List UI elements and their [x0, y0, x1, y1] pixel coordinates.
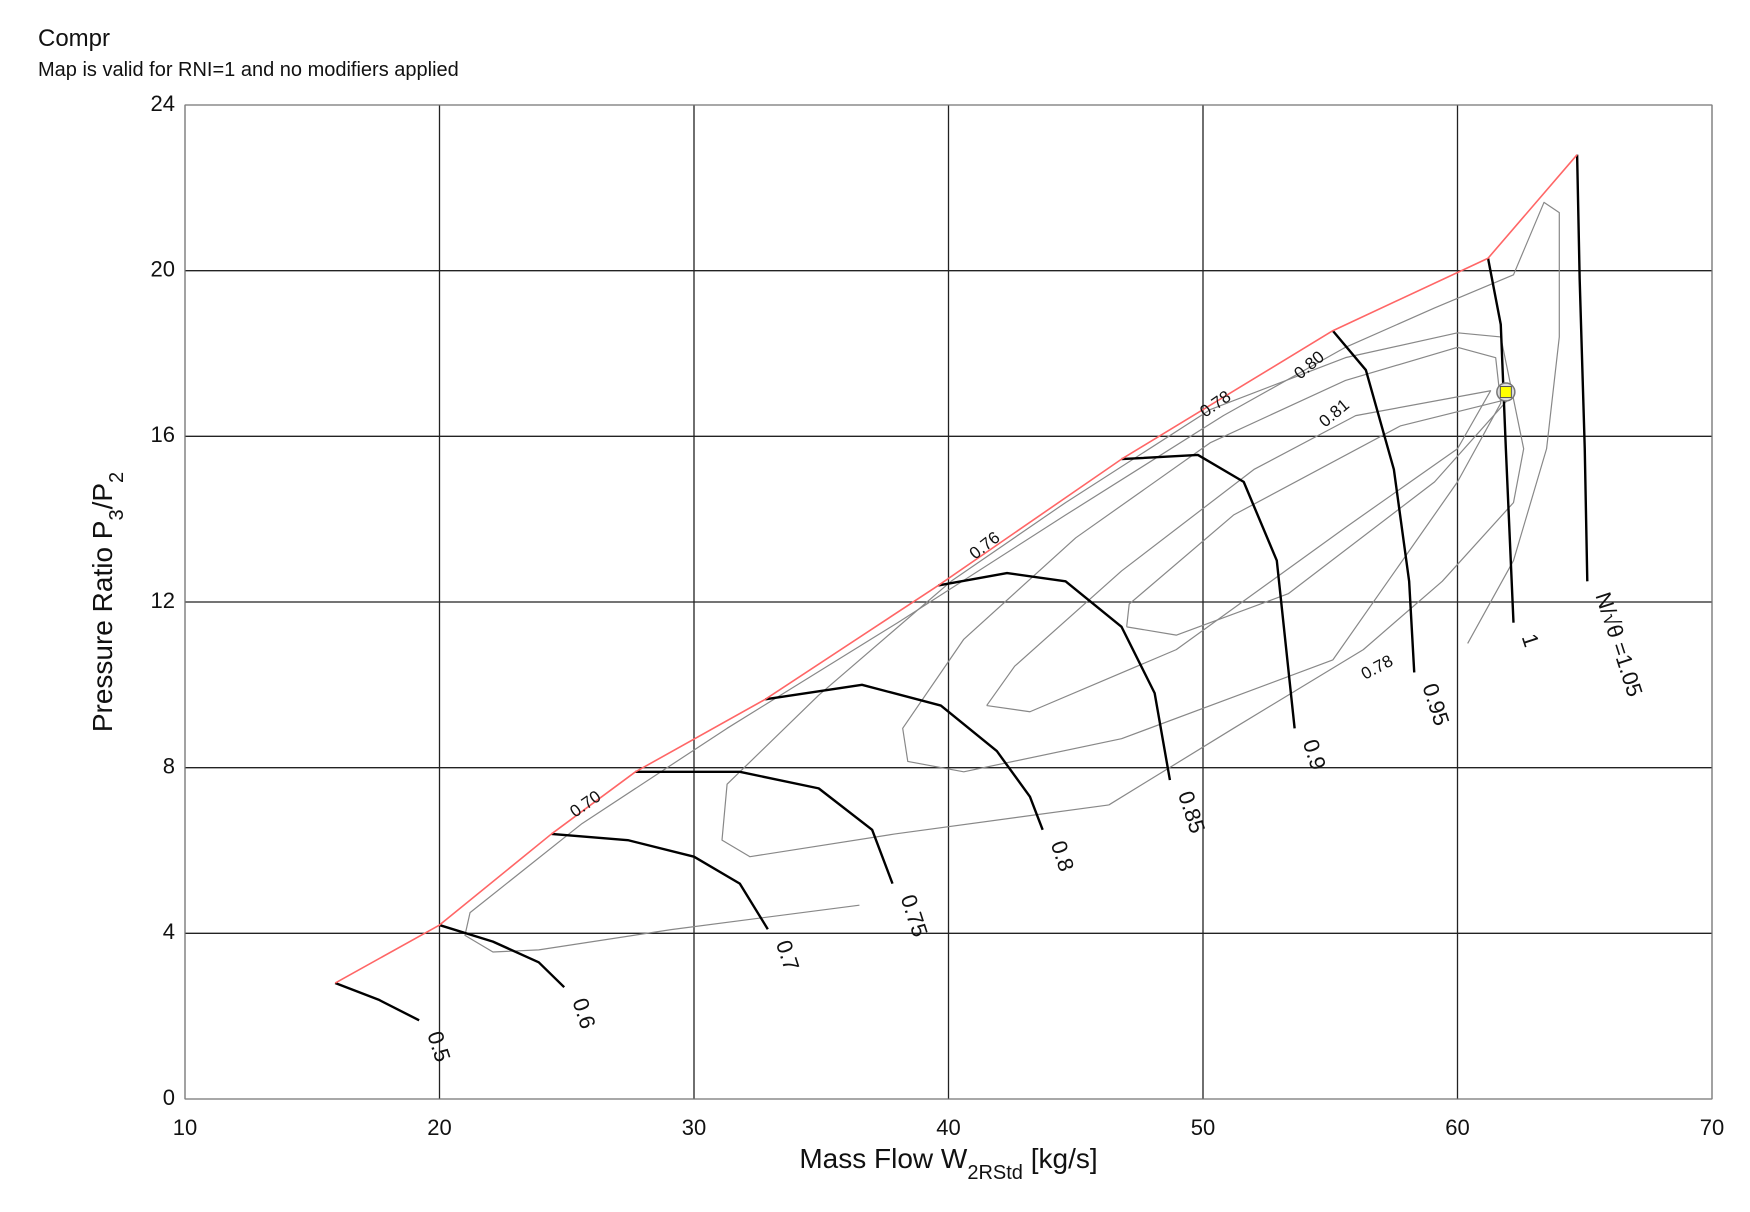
speed-line-label: N/√θ =1.05 [1591, 589, 1648, 700]
speed-line-label: 0.6 [567, 995, 600, 1032]
y-tick-label: 0 [163, 1085, 175, 1110]
speed-line-label: 0.8 [1046, 838, 1079, 875]
speed-line-label: 0.7 [771, 937, 804, 974]
speed-line [938, 571, 1172, 781]
y-tick-label: 8 [163, 753, 175, 778]
x-tick-label: 30 [682, 1115, 706, 1140]
y-axis-label-part: Pressure Ratio P [87, 521, 118, 733]
x-tick-label: 60 [1445, 1115, 1469, 1140]
y-tick-label: 16 [151, 422, 175, 447]
efficiency-label: 0.70 [566, 787, 604, 822]
speed-line [1575, 154, 1589, 582]
x-tick-label: 10 [173, 1115, 197, 1140]
x-axis-label-part: 2RStd [967, 1162, 1023, 1184]
x-tick-label: 40 [936, 1115, 960, 1140]
speed-line-label: 0.75 [896, 891, 933, 939]
x-axis-label: Mass Flow W2RStd [kg/s] [799, 1143, 1097, 1184]
efficiency-contour [1126, 398, 1510, 636]
speed-line [439, 923, 566, 989]
efficiency-contour [986, 390, 1492, 713]
y-tick-label: 12 [151, 588, 175, 613]
speed-line-label: 0.85 [1173, 788, 1210, 836]
efficiency-contour [721, 332, 1525, 858]
speed-line [1331, 329, 1416, 673]
speed-line-label: 1 [1517, 631, 1545, 650]
y-tick-label: 20 [151, 256, 175, 281]
x-tick-label: 70 [1700, 1115, 1724, 1140]
efficiency-label: 0.81 [1315, 395, 1353, 431]
speed-line-label: 0.5 [422, 1028, 455, 1065]
speed-line-label: 0.95 [1417, 680, 1454, 728]
efficiency-contour [464, 201, 1560, 953]
x-axis-label-part: [kg/s] [1023, 1143, 1098, 1174]
efficiency-label: 0.78 [1358, 651, 1396, 683]
x-axis-label-part: Mass Flow W [799, 1143, 968, 1174]
surge-line [334, 154, 1578, 984]
chart-title: Compr [38, 25, 110, 52]
speed-line [551, 832, 769, 930]
speed-line [334, 981, 420, 1022]
chart-subtitle: Map is valid for RNI=1 and no modifiers … [38, 59, 459, 81]
y-axis-label-part: /P [87, 483, 118, 509]
y-axis-label-part: 2 [106, 472, 128, 483]
plot-frame [184, 104, 1713, 1100]
speed-line [1121, 453, 1296, 729]
x-tick-label: 50 [1191, 1115, 1215, 1140]
efficiency-label: 0.78 [1196, 387, 1234, 422]
y-axis-label: Pressure Ratio P3/P2 [87, 472, 128, 732]
operating-point [1499, 386, 1512, 399]
speed-line [765, 683, 1044, 831]
y-tick-label: 4 [163, 919, 175, 944]
y-axis-label-part: 3 [106, 509, 128, 520]
x-tick-label: 20 [427, 1115, 451, 1140]
y-tick-label: 24 [151, 91, 175, 116]
speed-line [635, 770, 894, 885]
